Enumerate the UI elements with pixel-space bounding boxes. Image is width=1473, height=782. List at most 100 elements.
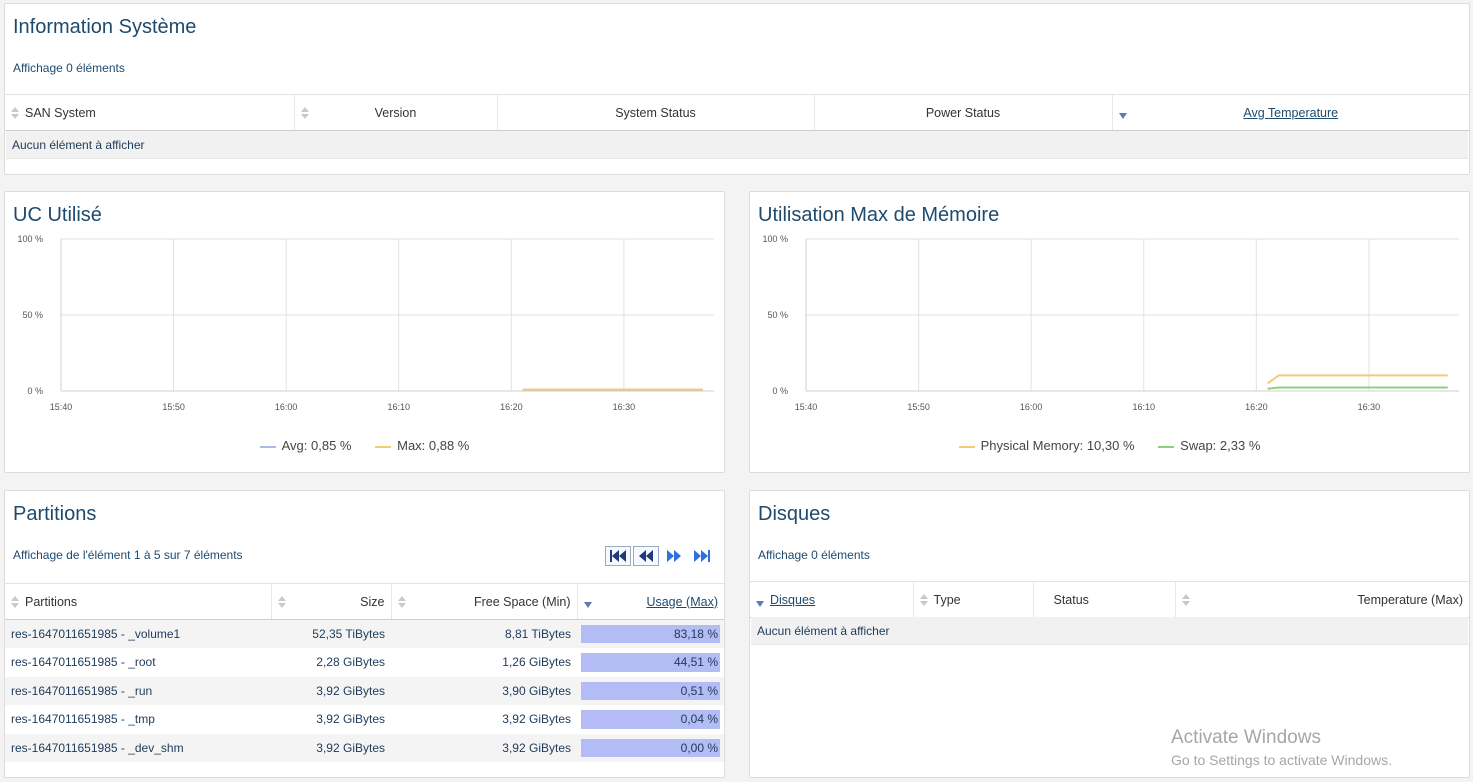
disks-panel: Disques Affichage 0 éléments Disques Typ…	[749, 490, 1470, 778]
column-header-temperature[interactable]: Temperature (Max)	[1175, 581, 1469, 618]
previous-page-icon	[639, 550, 653, 562]
last-page-button[interactable]	[689, 546, 715, 566]
usage-bar	[581, 710, 720, 729]
x-tick-label: 16:30	[613, 402, 636, 412]
column-header-avg-temperature[interactable]: Avg Temperature	[1112, 94, 1469, 131]
column-header-disques[interactable]: Disques	[750, 581, 914, 618]
first-page-button[interactable]	[605, 546, 631, 566]
partition-size: 52,35 TiBytes	[271, 619, 391, 648]
legend-item-max[interactable]: Max: 0,88 %	[375, 438, 469, 453]
column-header-version[interactable]: Version	[294, 94, 498, 131]
system-info-panel: Information Système Affichage 0 éléments…	[4, 3, 1470, 175]
sort-icon	[278, 596, 286, 608]
legend-item-avg[interactable]: Avg: 0,85 %	[259, 438, 351, 453]
x-tick-label: 16:10	[1132, 402, 1155, 412]
legend-swatch	[259, 445, 276, 448]
x-tick-label: 15:40	[795, 402, 818, 412]
column-header-free-space[interactable]: Free Space (Min)	[391, 583, 578, 620]
legend-item-swap[interactable]: Swap: 2,33 %	[1158, 438, 1260, 453]
disks-empty-message: Aucun élément à afficher	[751, 617, 1468, 645]
next-page-button[interactable]	[661, 546, 687, 566]
partition-free-space: 8,81 TiBytes	[391, 619, 577, 648]
system-info-count: Affichage 0 éléments	[13, 61, 125, 75]
table-row[interactable]: res-1647011651985 - _dev_shm 3,92 GiBytes…	[5, 733, 724, 762]
usage-bar	[581, 653, 720, 672]
partition-name: res-1647011651985 - _dev_shm	[5, 733, 271, 762]
disks-table: Disques Type Status Temperature (Max)	[750, 581, 1469, 618]
partition-name: res-1647011651985 - _root	[5, 648, 271, 677]
previous-page-button[interactable]	[633, 546, 659, 566]
system-info-title: Information Système	[13, 16, 197, 38]
partitions-title: Partitions	[13, 503, 97, 525]
cpu-panel: UC Utilisé 0 % 50 % 100 % 15:40 15:50 16:00 16…	[4, 191, 725, 473]
column-header-usage[interactable]: Usage (Max)	[577, 583, 724, 620]
x-tick-label: 16:10	[387, 402, 410, 412]
x-tick-label: 15:50	[907, 402, 930, 412]
partition-free-space: 3,92 GiBytes	[391, 705, 577, 734]
sort-descending-icon	[1118, 113, 1127, 119]
table-row[interactable]: res-1647011651985 - _root 2,28 GiBytes 1,2…	[5, 648, 724, 677]
table-row[interactable]: res-1647011651985 - _run 3,92 GiBytes 3,90…	[5, 676, 724, 705]
partition-size: 3,92 GiBytes	[271, 705, 391, 734]
next-page-icon	[667, 550, 681, 562]
column-header-power-status[interactable]: Power Status	[814, 94, 1113, 131]
y-tick-label: 100 %	[762, 234, 788, 244]
cpu-chart: 0 % 50 % 100 % 15:40 15:50 16:00 16:10 16:20 16:…	[17, 234, 714, 412]
system-info-table: SAN System Version System Status Power S…	[5, 94, 1469, 131]
chart-grid	[805, 238, 1459, 392]
column-header-type[interactable]: Type	[913, 581, 1034, 618]
sort-icon	[398, 596, 406, 608]
column-header-system-status[interactable]: System Status	[497, 94, 815, 131]
column-header-status[interactable]: Status	[1033, 581, 1176, 618]
legend-swatch	[1158, 445, 1175, 448]
legend-swatch	[375, 445, 392, 448]
partition-usage: 0,04 %	[577, 705, 724, 734]
sort-icon	[920, 594, 928, 606]
chart-grid	[60, 238, 714, 392]
sort-icon	[1182, 594, 1190, 606]
partitions-panel: Partitions Affichage de l'élément 1 à 5 …	[4, 490, 725, 778]
column-header-size[interactable]: Size	[271, 583, 392, 620]
y-tick-label: 50 %	[767, 310, 788, 320]
series-line-physical-memory	[1267, 374, 1448, 385]
memory-title: Utilisation Max de Mémoire	[758, 204, 1000, 226]
partition-free-space: 3,92 GiBytes	[391, 733, 577, 762]
activate-windows-title: Activate Windows	[1171, 727, 1321, 748]
cpu-title: UC Utilisé	[13, 204, 102, 226]
partition-name: res-1647011651985 - _tmp	[5, 705, 271, 734]
y-tick-label: 0 %	[772, 386, 788, 396]
x-tick-label: 15:50	[162, 402, 185, 412]
usage-value: 0,04 %	[680, 712, 718, 727]
usage-value: 0,51 %	[680, 683, 718, 698]
x-tick-label: 16:00	[275, 402, 298, 412]
usage-bar	[581, 681, 720, 700]
partition-usage: 83,18 %	[577, 619, 724, 648]
partition-free-space: 1,26 GiBytes	[391, 648, 577, 677]
memory-legend: Physical Memory: 10,30 % Swap: 2,33 %	[750, 438, 1469, 453]
usage-value: 83,18 %	[673, 627, 718, 641]
column-header-partitions[interactable]: Partitions	[5, 583, 272, 620]
pagination-controls	[605, 546, 715, 566]
sort-icon	[301, 107, 309, 119]
disks-count: Affichage 0 éléments	[758, 548, 870, 562]
partitions-count: Affichage de l'élément 1 à 5 sur 7 éléme…	[13, 548, 243, 562]
column-header-san-system[interactable]: SAN System	[5, 94, 295, 131]
sort-icon	[11, 596, 19, 608]
memory-panel: Utilisation Max de Mémoire 0 % 50 % 100 % 1…	[749, 191, 1470, 473]
partitions-table: Partitions Size Free Space (Min) Usage (…	[5, 583, 724, 762]
y-tick-label: 50 %	[22, 310, 43, 320]
table-row[interactable]: res-1647011651985 - _tmp 3,92 GiBytes 3,92…	[5, 705, 724, 734]
x-tick-label: 16:20	[500, 402, 523, 412]
usage-value: 44,51 %	[673, 655, 718, 670]
table-row[interactable]: res-1647011651985 - _volume1 52,35 TiByte…	[5, 619, 724, 648]
partition-name: res-1647011651985 - _volume1	[5, 619, 271, 648]
series-line-swap	[1267, 386, 1448, 390]
partition-usage: 44,51 %	[577, 648, 724, 677]
legend-item-physical-memory[interactable]: Physical Memory: 10,30 %	[958, 438, 1135, 453]
sort-descending-icon	[756, 601, 764, 608]
x-tick-label: 16:20	[1245, 402, 1268, 412]
partition-size: 3,92 GiBytes	[271, 676, 391, 705]
first-page-icon	[610, 550, 626, 562]
disks-title: Disques	[758, 503, 831, 525]
x-tick-label: 15:40	[50, 402, 73, 412]
